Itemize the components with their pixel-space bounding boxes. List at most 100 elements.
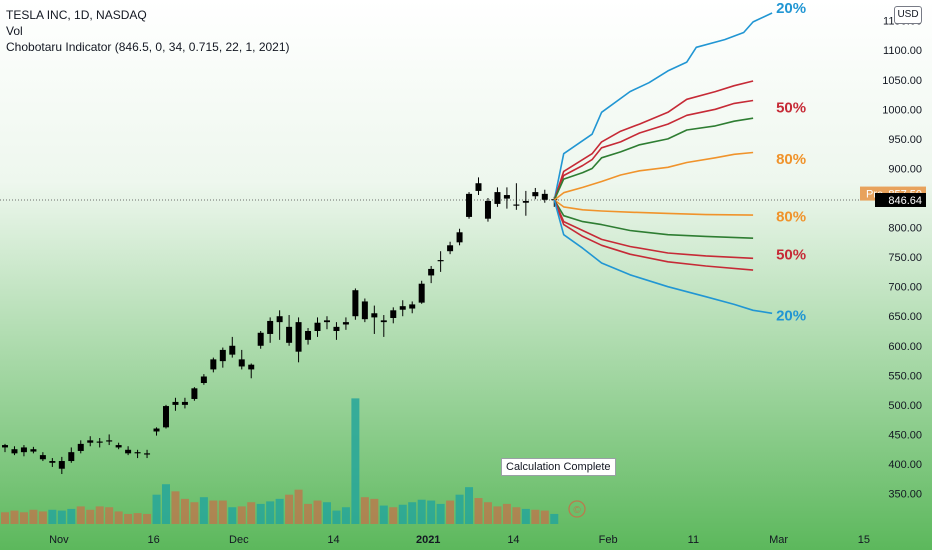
forecast-band-line: [553, 199, 754, 216]
candle[interactable]: [466, 193, 473, 217]
candle[interactable]: [153, 428, 160, 432]
price-tick-label: 650.00: [888, 311, 922, 323]
currency-button[interactable]: USD: [894, 6, 922, 24]
volume-bar: [266, 501, 275, 524]
volume-bar: [304, 503, 313, 524]
candle[interactable]: [39, 455, 46, 460]
candle[interactable]: [200, 376, 207, 384]
volume-bar: [247, 502, 256, 524]
candle[interactable]: [58, 461, 65, 469]
volume-bar: [360, 497, 369, 524]
candle[interactable]: [456, 232, 463, 243]
price-tick-label: 900.00: [888, 163, 922, 175]
candle[interactable]: [371, 313, 378, 318]
candle[interactable]: [380, 320, 387, 323]
candle[interactable]: [399, 306, 406, 310]
candle[interactable]: [77, 443, 84, 451]
band-probability-label: 50%: [776, 247, 806, 264]
price-tick-label: 400.00: [888, 459, 922, 471]
candle[interactable]: [342, 322, 349, 325]
candle[interactable]: [20, 447, 27, 453]
candle[interactable]: [361, 301, 368, 320]
forecast-band-line: [553, 199, 754, 271]
candle[interactable]: [305, 330, 312, 340]
candle[interactable]: [11, 449, 18, 454]
price-tick-label: 750.00: [888, 252, 922, 264]
candle[interactable]: [2, 445, 8, 448]
candle[interactable]: [191, 388, 198, 399]
candle[interactable]: [428, 268, 435, 276]
candle[interactable]: [162, 406, 169, 428]
candle[interactable]: [248, 364, 255, 370]
chobotaru-indicator-label[interactable]: Chobotaru Indicator (846.5, 0, 34, 0.715…: [6, 40, 290, 54]
volume-bar: [161, 484, 170, 524]
candle[interactable]: [437, 260, 444, 262]
symbol-title[interactable]: TESLA INC, 1D, NASDAQ: [6, 8, 147, 22]
candle[interactable]: [494, 192, 501, 204]
candle[interactable]: [257, 332, 264, 346]
candle[interactable]: [522, 200, 529, 203]
candle[interactable]: [210, 359, 217, 370]
candle[interactable]: [125, 449, 132, 454]
last-price-tag: [875, 192, 926, 207]
volume-indicator-label[interactable]: Vol: [6, 24, 23, 38]
candle[interactable]: [96, 441, 103, 443]
candle[interactable]: [87, 440, 94, 443]
price-tick-label: 700.00: [888, 282, 922, 294]
volume-bar: [379, 505, 388, 524]
candle[interactable]: [238, 359, 245, 367]
candle[interactable]: [541, 193, 548, 200]
candle[interactable]: [276, 316, 283, 323]
candle[interactable]: [144, 453, 151, 455]
candle[interactable]: [532, 192, 539, 197]
candle[interactable]: [267, 320, 274, 334]
candle[interactable]: [49, 461, 56, 463]
volume-bar: [143, 513, 152, 524]
price-tick-label: 950.00: [888, 134, 922, 146]
candle[interactable]: [115, 445, 122, 448]
band-probability-label: 20%: [776, 0, 806, 17]
candle[interactable]: [229, 345, 236, 355]
time-tick-label: Dec: [229, 534, 249, 546]
candle[interactable]: [513, 204, 520, 206]
candle[interactable]: [134, 452, 141, 454]
candle[interactable]: [172, 401, 179, 405]
time-tick-label: 11: [688, 534, 699, 546]
forecast-band-line: [553, 199, 754, 239]
candle[interactable]: [475, 183, 482, 191]
candle[interactable]: [390, 310, 397, 318]
candle[interactable]: [30, 449, 37, 452]
volume-bar: [95, 506, 104, 524]
price-tick-label: 1050.00: [882, 75, 922, 87]
candle[interactable]: [503, 195, 510, 199]
forecast-band-line: [553, 151, 754, 201]
volume-bar: [285, 494, 294, 524]
copyright-watermark-icon: [568, 500, 586, 518]
copyright-watermark-glyph: ©: [573, 505, 581, 516]
candle[interactable]: [181, 401, 188, 405]
candle[interactable]: [409, 304, 416, 309]
volume-bar: [512, 507, 521, 524]
candle[interactable]: [68, 452, 75, 462]
candle[interactable]: [333, 326, 340, 331]
candle[interactable]: [418, 283, 425, 303]
candle[interactable]: [286, 326, 293, 343]
price-tick-label: 350.00: [888, 489, 922, 501]
volume-bar: [1, 512, 9, 524]
price-tick-label: 500.00: [888, 400, 922, 412]
volume-bar: [322, 502, 331, 524]
candle[interactable]: [219, 349, 226, 362]
volume-bar: [474, 498, 483, 524]
volume-bar: [502, 503, 511, 524]
volume-bar: [29, 509, 38, 524]
candle[interactable]: [106, 440, 113, 442]
volume-bar: [114, 511, 123, 524]
candle[interactable]: [314, 322, 321, 331]
candle[interactable]: [447, 245, 454, 252]
candle[interactable]: [295, 322, 302, 352]
candle[interactable]: [484, 200, 491, 219]
candle[interactable]: [323, 320, 330, 323]
candle[interactable]: [352, 290, 359, 317]
